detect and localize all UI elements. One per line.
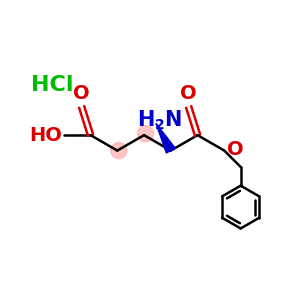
Polygon shape: [156, 123, 175, 153]
Text: H: H: [137, 110, 154, 130]
Text: O: O: [227, 140, 244, 159]
Text: HCl: HCl: [31, 75, 74, 94]
Circle shape: [137, 126, 154, 142]
Text: 2: 2: [155, 118, 165, 132]
Text: O: O: [180, 84, 197, 103]
Circle shape: [111, 142, 127, 159]
Text: HO: HO: [29, 126, 62, 145]
Text: N: N: [164, 110, 181, 130]
Text: O: O: [73, 84, 90, 103]
